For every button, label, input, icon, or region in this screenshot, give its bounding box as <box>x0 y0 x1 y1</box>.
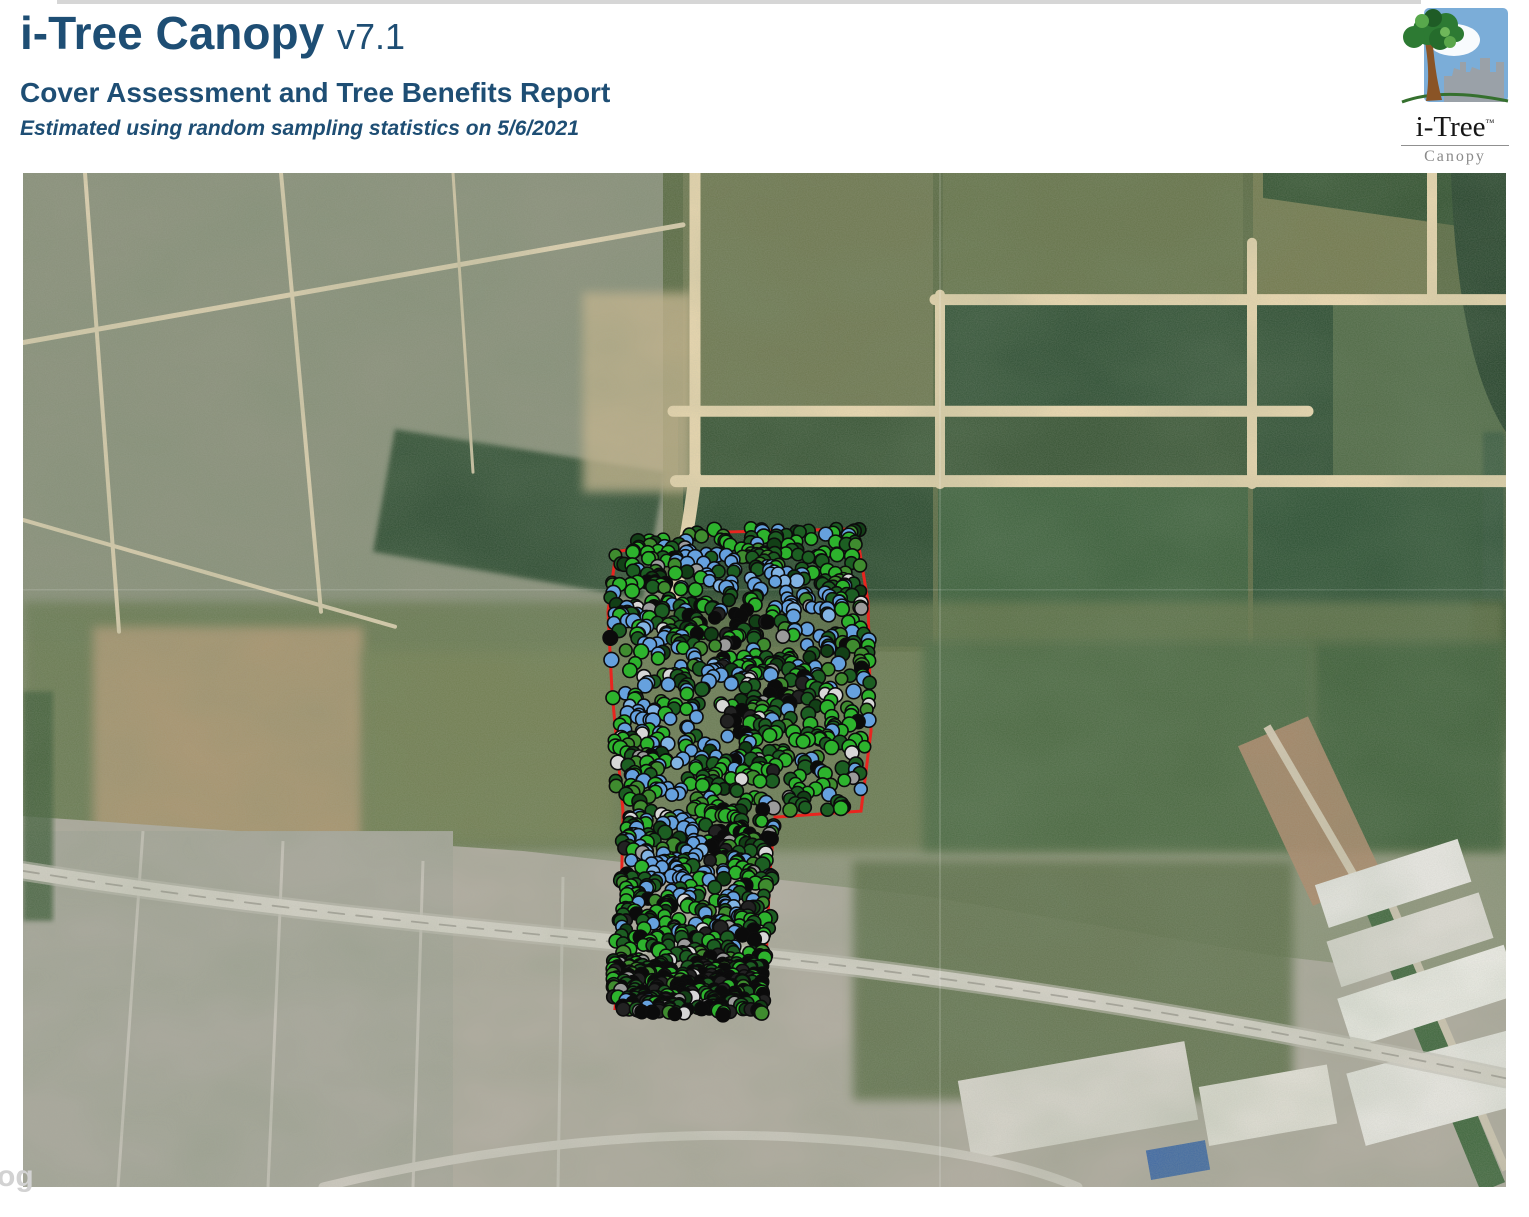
app-version: v7.1 <box>336 16 406 57</box>
page-title: i-Tree Canopy v7.1 <box>20 8 405 59</box>
survey-dots-layer <box>602 520 877 1023</box>
logo-product-text: Canopy <box>1424 148 1486 165</box>
city-skyline-icon <box>1444 58 1504 102</box>
trademark-symbol: ™ <box>1485 117 1495 128</box>
top-border-bar <box>57 0 1421 4</box>
logo-brand-text: i-Tree™ <box>1415 111 1495 143</box>
report-subtitle: Cover Assessment and Tree Benefits Repor… <box>20 77 611 108</box>
tree-icon <box>1403 9 1464 101</box>
google-watermark-partial: og <box>0 1160 34 1193</box>
app-title: i-Tree Canopy <box>20 7 325 59</box>
satellite-map <box>23 173 1506 1187</box>
report-date-note: Estimated using random sampling statisti… <box>20 117 580 140</box>
logo-divider <box>1401 145 1509 146</box>
itree-logo: i-Tree™ Canopy <box>1399 6 1511 166</box>
itree-logo-graphic <box>1401 8 1509 104</box>
